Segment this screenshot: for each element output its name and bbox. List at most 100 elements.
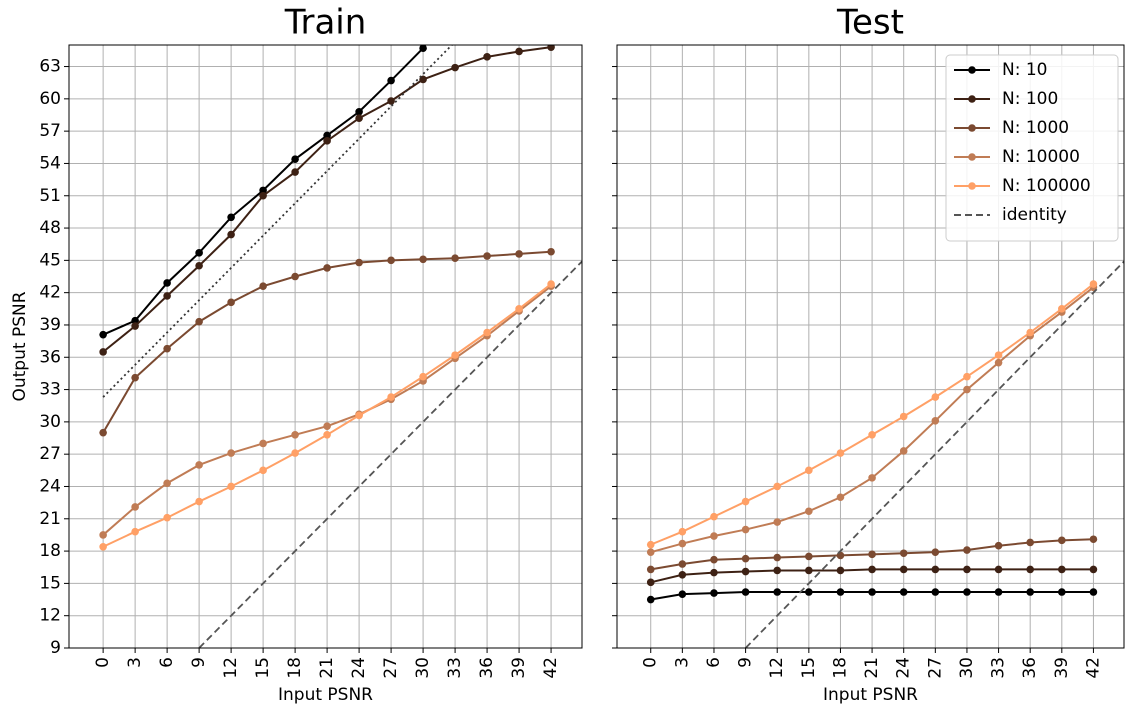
point xyxy=(131,503,139,511)
point xyxy=(994,565,1003,574)
point xyxy=(387,256,395,265)
point xyxy=(483,252,491,260)
point xyxy=(195,461,203,469)
point xyxy=(227,298,235,307)
point xyxy=(131,316,139,325)
point xyxy=(1026,565,1034,574)
point xyxy=(195,261,203,270)
series-line xyxy=(102,45,454,398)
point xyxy=(773,518,782,526)
legend: N: 10 N: 100 N: 1000 N: 10000 N: 100000 ident… xyxy=(945,54,1119,242)
point xyxy=(868,474,876,482)
y-tick-label: 27 xyxy=(39,444,61,464)
point xyxy=(963,588,971,596)
point xyxy=(515,305,523,313)
point xyxy=(899,565,908,574)
point xyxy=(836,493,845,502)
point xyxy=(419,255,427,264)
point xyxy=(741,554,750,563)
point xyxy=(678,570,687,579)
point xyxy=(1058,588,1066,596)
point xyxy=(163,513,171,522)
point xyxy=(387,393,395,401)
point xyxy=(227,230,235,239)
x-tick-label: 33 xyxy=(445,657,465,679)
point xyxy=(899,447,908,455)
x-tick-label: 18 xyxy=(830,657,850,679)
x-tick-label: 9 xyxy=(189,657,209,668)
y-tick-label: 24 xyxy=(39,476,61,496)
legend-marker xyxy=(968,95,976,103)
point xyxy=(646,540,655,549)
legend-box xyxy=(945,54,1119,242)
chart-title: Train xyxy=(284,3,367,43)
point xyxy=(515,250,523,258)
legend-marker xyxy=(968,124,976,132)
x-tick-label: 0 xyxy=(93,657,113,668)
point xyxy=(99,348,107,356)
point xyxy=(805,466,813,475)
point xyxy=(163,479,171,488)
point xyxy=(99,542,107,551)
point xyxy=(99,330,107,339)
x-tick-label: 3 xyxy=(672,657,692,668)
point xyxy=(323,137,331,145)
point xyxy=(163,344,171,353)
point xyxy=(259,191,267,200)
x-tick-label: 30 xyxy=(957,657,977,679)
point xyxy=(899,549,908,558)
x-tick-label: 27 xyxy=(925,657,945,679)
point xyxy=(899,412,908,421)
point xyxy=(994,351,1003,359)
point xyxy=(451,254,459,263)
point xyxy=(836,449,845,457)
y-axis-label: Output PSNR xyxy=(10,291,30,401)
point xyxy=(868,588,876,596)
point xyxy=(195,249,203,257)
point xyxy=(805,552,813,561)
y-tick-label: 45 xyxy=(39,250,61,270)
y-tick-label: 12 xyxy=(39,606,61,626)
point xyxy=(195,497,203,506)
y-tick-label: 60 xyxy=(39,89,61,109)
legend-label: N: 1000 xyxy=(1002,118,1069,138)
point xyxy=(259,186,267,195)
point xyxy=(387,97,395,105)
point xyxy=(515,47,523,56)
point xyxy=(291,155,299,163)
point xyxy=(1089,588,1098,596)
point xyxy=(646,578,655,587)
point xyxy=(355,114,363,123)
legend-marker xyxy=(968,66,976,74)
point xyxy=(419,75,427,84)
point xyxy=(963,565,971,574)
point xyxy=(931,548,940,556)
x-tick-label: 30 xyxy=(413,657,433,679)
x-tick-label: 12 xyxy=(767,657,787,679)
point xyxy=(646,565,655,574)
point xyxy=(1089,565,1098,574)
point xyxy=(131,322,139,330)
point xyxy=(355,258,363,267)
point xyxy=(1026,328,1034,337)
point xyxy=(805,588,813,596)
point xyxy=(291,430,299,439)
point xyxy=(131,527,139,536)
point xyxy=(741,588,750,596)
point xyxy=(99,531,107,539)
point xyxy=(1089,280,1098,288)
point xyxy=(805,507,813,516)
chart-title: Test xyxy=(836,3,904,43)
x-tick-label: 42 xyxy=(1083,657,1103,679)
point xyxy=(868,430,876,439)
point xyxy=(547,45,555,51)
point xyxy=(773,553,782,562)
point xyxy=(163,292,171,300)
point xyxy=(419,45,427,53)
y-tick-label: 39 xyxy=(39,315,61,335)
point xyxy=(291,449,299,457)
point xyxy=(836,566,845,575)
point xyxy=(963,385,971,394)
legend-label: N: 10 xyxy=(1002,60,1047,80)
